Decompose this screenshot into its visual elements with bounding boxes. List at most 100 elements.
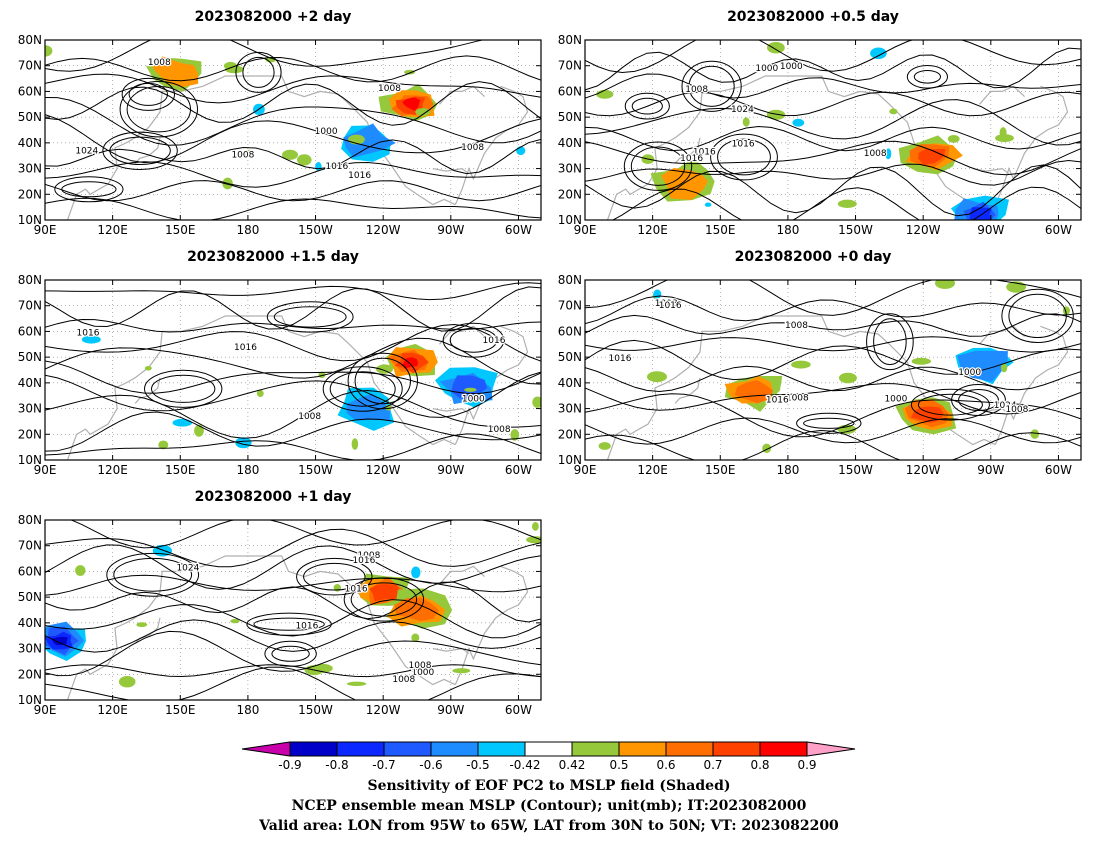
panel-title: 2023082000 +1.5 day (187, 249, 359, 265)
panel-title: 2023082000 +1 day (195, 489, 352, 505)
panel-title: 2023082000 +0 day (735, 249, 892, 265)
sensitivity-speck (75, 565, 85, 576)
colorbar-tick-label: -0.9 (278, 758, 301, 772)
sensitivity-speck (145, 366, 152, 371)
sensitivity-speck (653, 290, 661, 299)
y-tick-label: 40N (18, 376, 42, 390)
colorbar-tick-label: 0.8 (750, 758, 769, 772)
y-tick-label: 40N (18, 616, 42, 630)
colorbar-tick-label: 0.42 (559, 758, 586, 772)
sensitivity-speck (935, 277, 955, 289)
sensitivity-speck (411, 567, 420, 579)
sensitivity-speck (119, 676, 136, 687)
contour-label: 1008 (409, 661, 432, 671)
x-tick-label: 150E (165, 703, 196, 717)
x-tick-label: 120W (906, 223, 941, 237)
x-tick-label: 180 (776, 223, 799, 237)
y-tick-label: 70N (18, 539, 42, 553)
y-tick-label: 80N (18, 273, 42, 287)
x-tick-label: 90W (977, 463, 1004, 477)
y-tick-label: 80N (18, 33, 42, 47)
sensitivity-speck (136, 622, 147, 627)
colorbar-cell (666, 742, 713, 756)
x-tick-label: 90W (437, 223, 464, 237)
x-tick-label: 60W (505, 703, 532, 717)
colorbar-cell (525, 742, 572, 756)
x-tick-label: 150W (838, 463, 873, 477)
y-tick-label: 30N (558, 162, 582, 176)
y-tick-label: 60N (18, 324, 42, 338)
x-tick-label: 90W (437, 463, 464, 477)
contour-label: 1016 (659, 301, 682, 311)
contour-label: 1000 (755, 64, 778, 74)
x-tick-label: 150W (298, 703, 333, 717)
figure: 1008101610081024100010161008100890E 120E 1… (0, 0, 1100, 850)
map-background (45, 520, 541, 700)
colorbar-tick-label: -0.5 (466, 758, 489, 772)
colorbar-tick-label: 0.5 (609, 758, 628, 772)
map-panel: 10081016101610001016100890E 120E 150E 180 15… (18, 249, 543, 477)
y-tick-label: 70N (18, 299, 42, 313)
contour-label: 1024 (176, 564, 199, 574)
colorbar-low-extension (242, 742, 290, 756)
x-tick-label: 120E (97, 463, 128, 477)
x-tick-label: 120W (366, 703, 401, 717)
x-tick-label: 90W (977, 223, 1004, 237)
colorbar-cell (290, 742, 337, 756)
y-tick-label: 10N (18, 693, 42, 707)
y-tick-label: 60N (558, 84, 582, 98)
sensitivity-speck (912, 358, 931, 365)
y-tick-label: 80N (558, 33, 582, 47)
y-tick-label: 80N (18, 513, 42, 527)
contour-label: 1016 (345, 585, 368, 595)
sensitivity-speck (599, 442, 611, 450)
colorbar-tick-label: -0.8 (325, 758, 348, 772)
sensitivity-speck (297, 154, 312, 165)
colorbar-cell (713, 742, 760, 756)
contour-label: 1016 (732, 140, 755, 150)
x-tick-label: 150W (298, 223, 333, 237)
contour-label: 1008 (786, 394, 809, 404)
x-tick-label: 150W (838, 223, 873, 237)
y-tick-label: 40N (18, 136, 42, 150)
y-tick-label: 30N (18, 162, 42, 176)
contour-label: 1008 (1005, 405, 1028, 415)
colorbar-cell (384, 742, 431, 756)
sensitivity-speck (404, 70, 415, 75)
contour-label: 1024 (75, 147, 98, 157)
x-tick-label: 150E (165, 223, 196, 237)
colorbar-cell (337, 742, 384, 756)
y-tick-label: 50N (18, 110, 42, 124)
contour-label: 1008 (231, 151, 254, 161)
x-tick-label: 180 (776, 463, 799, 477)
y-tick-label: 10N (558, 453, 582, 467)
y-tick-label: 50N (18, 350, 42, 364)
sensitivity-speck (173, 419, 193, 427)
y-tick-label: 60N (18, 564, 42, 578)
contour-label: 1016 (348, 171, 371, 181)
colorbar-cell (760, 742, 807, 756)
contour-label: 1008 (461, 143, 484, 153)
y-tick-label: 60N (558, 324, 582, 338)
x-tick-label: 180 (236, 223, 259, 237)
y-tick-label: 70N (558, 299, 582, 313)
y-tick-label: 20N (558, 187, 582, 201)
contour-label: 1000 (462, 395, 485, 405)
y-tick-label: 40N (558, 376, 582, 390)
y-tick-label: 50N (558, 350, 582, 364)
x-tick-label: 150E (705, 223, 736, 237)
colorbar-high-extension (807, 742, 855, 756)
y-tick-label: 60N (18, 84, 42, 98)
x-tick-label: 60W (505, 223, 532, 237)
contour-label: 1008 (785, 321, 808, 331)
contour-label: 1016 (295, 621, 318, 631)
sensitivity-speck (791, 361, 811, 369)
colorbar-tick-label: -0.6 (419, 758, 442, 772)
contour-label: 1016 (483, 336, 506, 346)
sensitivity-speck (464, 388, 476, 392)
y-tick-label: 50N (558, 110, 582, 124)
sensitivity-speck (767, 42, 785, 53)
